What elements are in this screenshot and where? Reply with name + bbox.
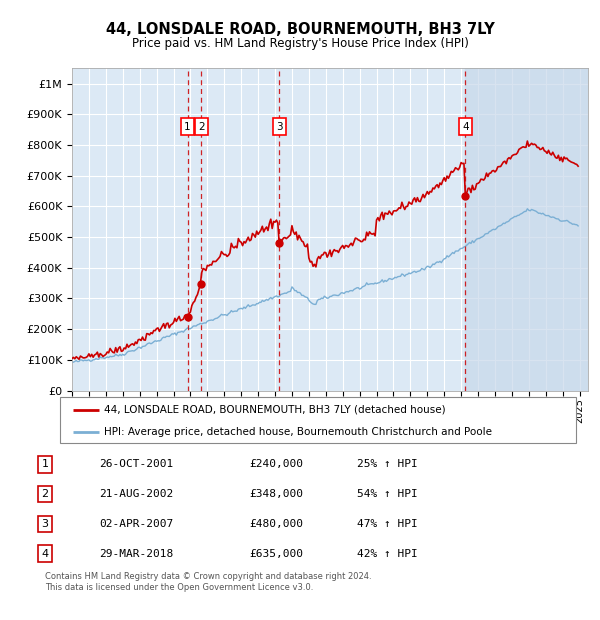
Text: 2: 2 (41, 489, 49, 499)
Text: £240,000: £240,000 (249, 459, 303, 469)
Text: 54% ↑ HPI: 54% ↑ HPI (357, 489, 418, 499)
Text: 4: 4 (462, 122, 469, 131)
Text: 3: 3 (41, 519, 49, 529)
Text: 1: 1 (184, 122, 191, 131)
Text: 44, LONSDALE ROAD, BOURNEMOUTH, BH3 7LY: 44, LONSDALE ROAD, BOURNEMOUTH, BH3 7LY (106, 22, 494, 37)
Text: Contains HM Land Registry data © Crown copyright and database right 2024.
This d: Contains HM Land Registry data © Crown c… (45, 572, 371, 593)
Text: 44, LONSDALE ROAD, BOURNEMOUTH, BH3 7LY (detached house): 44, LONSDALE ROAD, BOURNEMOUTH, BH3 7LY … (104, 405, 445, 415)
Text: 47% ↑ HPI: 47% ↑ HPI (357, 519, 418, 529)
Text: 25% ↑ HPI: 25% ↑ HPI (357, 459, 418, 469)
Text: 42% ↑ HPI: 42% ↑ HPI (357, 549, 418, 559)
Text: 4: 4 (41, 549, 49, 559)
Text: 29-MAR-2018: 29-MAR-2018 (99, 549, 173, 559)
FancyBboxPatch shape (60, 397, 576, 443)
Text: £480,000: £480,000 (249, 519, 303, 529)
Text: 26-OCT-2001: 26-OCT-2001 (99, 459, 173, 469)
Text: 2: 2 (198, 122, 205, 131)
Text: 02-APR-2007: 02-APR-2007 (99, 519, 173, 529)
Text: £635,000: £635,000 (249, 549, 303, 559)
Text: £348,000: £348,000 (249, 489, 303, 499)
Text: Price paid vs. HM Land Registry's House Price Index (HPI): Price paid vs. HM Land Registry's House … (131, 37, 469, 50)
Bar (466, 68, 588, 391)
Text: 1: 1 (41, 459, 49, 469)
Text: HPI: Average price, detached house, Bournemouth Christchurch and Poole: HPI: Average price, detached house, Bour… (104, 427, 492, 436)
Text: 3: 3 (276, 122, 283, 131)
Text: 21-AUG-2002: 21-AUG-2002 (99, 489, 173, 499)
